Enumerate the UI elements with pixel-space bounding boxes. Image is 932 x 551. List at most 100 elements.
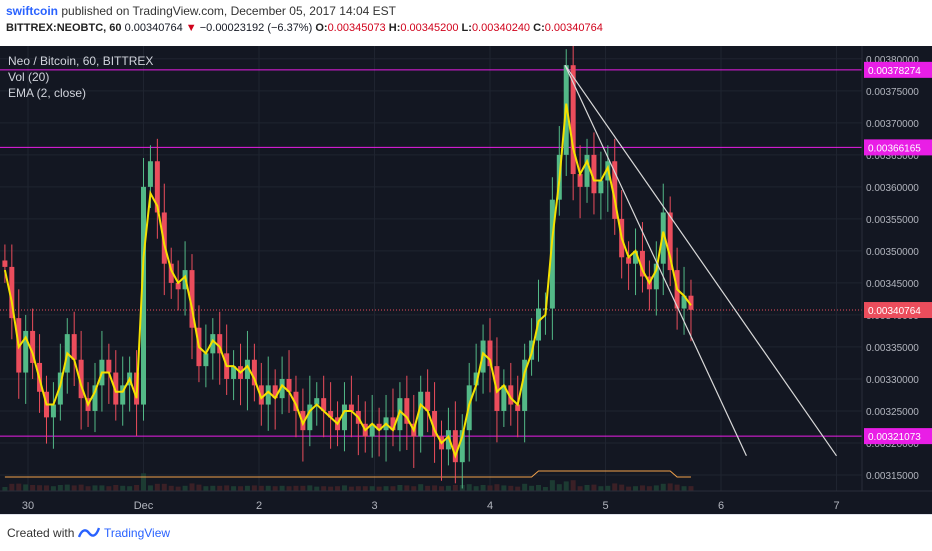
volume-bar (37, 485, 43, 491)
tradingview-brand[interactable]: TradingView (104, 526, 171, 540)
volume-bar (134, 485, 140, 491)
volume-bar (203, 486, 209, 491)
candle-body (328, 410, 334, 418)
volume-bar (522, 483, 528, 491)
volume-bar (452, 485, 458, 491)
volume-bar (529, 485, 535, 491)
candle-body (175, 282, 181, 290)
published-text: published on TradingView.com, December 0… (61, 4, 397, 18)
candle-body (23, 330, 29, 373)
level-price-tag (864, 61, 932, 78)
volume-bar (161, 483, 167, 491)
volume-bar (168, 485, 174, 491)
ema-line (3, 103, 692, 459)
trendline-layer (564, 64, 837, 457)
volume-bar (106, 486, 112, 491)
trendline (564, 64, 837, 457)
candle-body (425, 391, 431, 411)
candle-body (633, 250, 639, 264)
volume-bar (321, 486, 327, 491)
volume-bar (113, 485, 119, 491)
volume-bar (265, 485, 271, 491)
candle-body (161, 212, 167, 264)
volume-bar (196, 484, 202, 491)
volume-bar (432, 485, 438, 491)
candle-body (459, 430, 465, 463)
volume-bar (425, 485, 431, 491)
volume-bar (57, 485, 63, 491)
volume-bar (556, 484, 562, 491)
volume-bar (9, 483, 15, 491)
candle-body (688, 295, 694, 310)
volume-bar (390, 486, 396, 491)
volume-bar (549, 480, 555, 491)
candle-body (265, 385, 271, 405)
volume-bar (307, 485, 313, 491)
volume-bar (445, 485, 451, 491)
volume-bar (293, 485, 299, 491)
volume-bar (487, 485, 493, 491)
volume-bar (147, 485, 153, 491)
volume-bar (64, 484, 70, 491)
candle-body (71, 334, 77, 360)
candle-body (404, 398, 410, 424)
volume-bar (99, 485, 105, 491)
candle-body (279, 378, 285, 399)
volume-bar (210, 485, 216, 491)
volume-bar (563, 481, 569, 491)
price-tags: 0.00378274 0.00366165 0.00321073 0.00340764 (864, 61, 932, 445)
trendline (564, 64, 747, 457)
time-tick-label: 3 (371, 500, 377, 512)
candle-body (272, 385, 278, 399)
volume-bar (577, 486, 583, 491)
candle-body (612, 161, 618, 219)
price-tick-label: 0.00330000 (866, 375, 919, 386)
volume-bar (16, 483, 22, 491)
volume-bar (591, 484, 597, 491)
symbol-label: BITTREX:NEOBTC, 60 (6, 22, 122, 34)
volume-bar (480, 485, 486, 491)
candle-body (660, 212, 666, 264)
candle-body (113, 372, 119, 405)
price-chart[interactable]: 0.00315000 0.00320000 0.00325000 0.00330000… (0, 46, 932, 514)
volume-bar (348, 486, 354, 491)
candle-body (577, 174, 583, 187)
candle-body (487, 340, 493, 367)
candle-body (667, 212, 673, 271)
volume-bar (660, 483, 666, 491)
volume-bar (362, 486, 368, 491)
last-price: 0.00340764 (124, 22, 183, 34)
candle-body (92, 385, 98, 411)
candle-body (501, 385, 507, 411)
candle-body (584, 154, 590, 187)
volume-bar (438, 486, 444, 491)
high-label: H: (388, 22, 401, 34)
candle-body (147, 161, 153, 187)
candle-body (598, 180, 604, 194)
candle-body (307, 404, 313, 431)
author-link[interactable]: swiftcoin (6, 4, 59, 18)
candle-body (120, 385, 126, 405)
volume-ma-line (4, 470, 691, 478)
volume-bar (120, 485, 126, 491)
price-tick-label: 0.00365000 (866, 151, 919, 162)
volume-bar (279, 485, 285, 491)
volume-bar (182, 485, 188, 491)
legend-title: Neo / Bitcoin, 60, BITTREX (8, 54, 153, 68)
volume-bar (494, 484, 500, 491)
price-tick-label: 0.00375000 (866, 87, 919, 98)
low-label: L: (461, 22, 472, 34)
volume-bar (369, 486, 375, 491)
volume-bar (30, 485, 36, 491)
volume-bar (619, 484, 625, 491)
candle-body (154, 161, 160, 213)
price-tick-label: 0.00350000 (866, 247, 919, 258)
last-price-tag-label: 0.00340764 (868, 306, 921, 317)
candle-body (639, 250, 645, 277)
down-arrow-icon: ▼ (185, 22, 197, 34)
price-tick-label: 0.00355000 (866, 215, 919, 226)
high-value: 0.00345200 (400, 22, 459, 34)
legend-vol: Vol (20) (8, 70, 49, 84)
candle-body (141, 186, 146, 405)
candle-body (626, 257, 632, 264)
